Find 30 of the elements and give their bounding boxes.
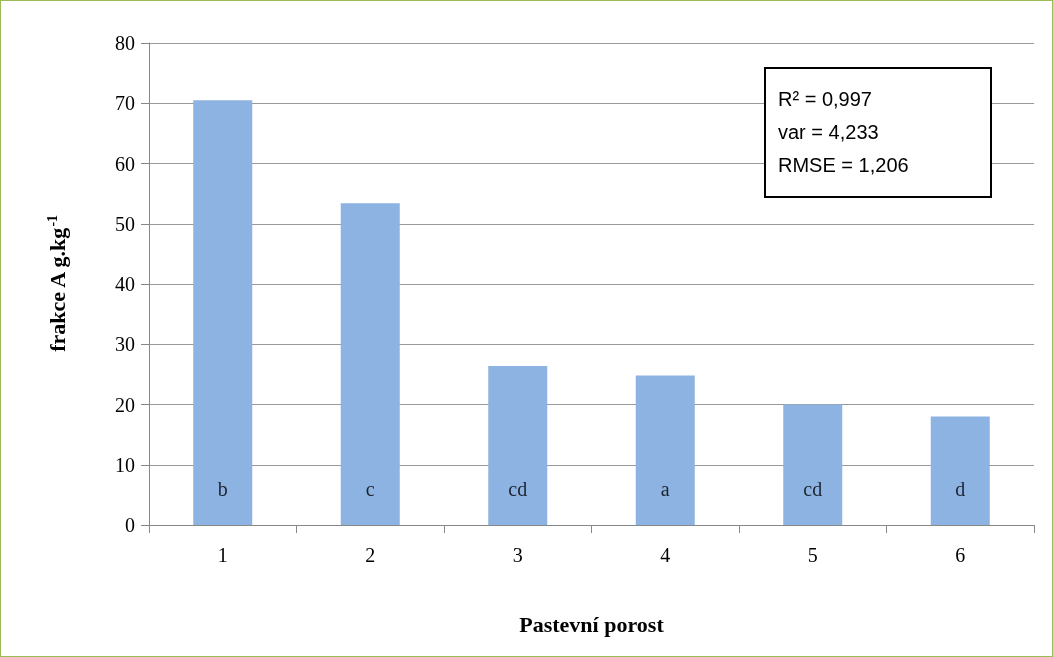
annotation: b bbox=[217, 477, 228, 500]
text-box: R² = 0,997 var = 4,233 RMSE = 1,206 bbox=[764, 67, 992, 198]
y-tick-label: 40 bbox=[115, 273, 135, 295]
annotation: a bbox=[660, 477, 670, 500]
annotation: d bbox=[955, 477, 966, 500]
bar bbox=[340, 203, 400, 525]
bar bbox=[488, 365, 548, 525]
x-tick-label: 5 bbox=[807, 544, 818, 566]
y-tick-label: 60 bbox=[115, 152, 135, 175]
y-tick-label: 0 bbox=[125, 514, 135, 536]
y-tick-label: 30 bbox=[115, 333, 135, 356]
bar bbox=[783, 404, 843, 525]
y-tick-label: 20 bbox=[115, 393, 135, 416]
x-tick-label: 3 bbox=[512, 544, 523, 566]
x-tick-label: 6 bbox=[955, 544, 966, 566]
annotation: cd bbox=[508, 477, 528, 500]
bar bbox=[930, 416, 990, 525]
bar bbox=[193, 100, 253, 525]
x-tick-label: 1 bbox=[217, 544, 228, 566]
x-axis-title: Pastevní porost bbox=[519, 611, 665, 637]
y-tick-label: 70 bbox=[115, 92, 135, 115]
y-tick-label: 10 bbox=[115, 453, 135, 476]
bar bbox=[635, 375, 695, 525]
y-tick-label: 50 bbox=[115, 212, 135, 235]
y-tick-label: 80 bbox=[115, 32, 135, 54]
y-axis-title: frakce A g.kg-1 bbox=[44, 214, 70, 352]
x-tick-label: 4 bbox=[660, 544, 671, 566]
x-tick-label: 2 bbox=[365, 544, 376, 566]
annotation: cd bbox=[803, 477, 823, 500]
annotation: c bbox=[365, 477, 375, 500]
